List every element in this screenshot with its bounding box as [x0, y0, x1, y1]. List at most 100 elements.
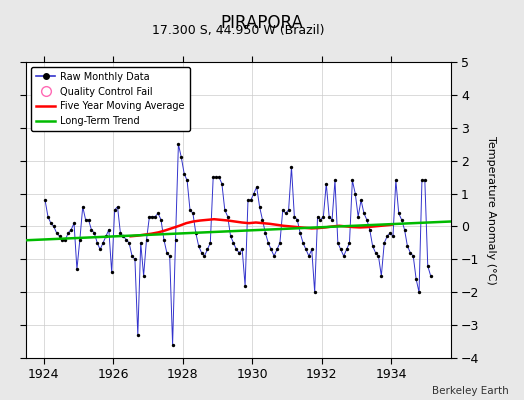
Point — [203, 246, 212, 253]
Point — [189, 210, 197, 216]
Point — [198, 250, 206, 256]
Point — [389, 233, 397, 240]
Point — [166, 253, 174, 259]
Point — [348, 177, 356, 184]
Point — [296, 230, 304, 236]
Legend: Raw Monthly Data, Quality Control Fail, Five Year Moving Average, Long-Term Tren: Raw Monthly Data, Quality Control Fail, … — [31, 67, 190, 131]
Point — [267, 246, 276, 253]
Point — [160, 236, 168, 243]
Point — [139, 272, 148, 279]
Point — [403, 243, 412, 249]
Point — [302, 246, 310, 253]
Point — [177, 154, 185, 160]
Point — [418, 177, 426, 184]
Point — [409, 253, 418, 259]
Point — [70, 220, 78, 226]
Point — [415, 289, 423, 296]
Point — [194, 243, 203, 249]
Point — [380, 240, 388, 246]
Point — [354, 213, 363, 220]
Point — [311, 289, 319, 296]
Point — [281, 210, 290, 216]
Point — [241, 282, 249, 289]
Point — [81, 217, 90, 223]
Point — [249, 190, 258, 197]
Point — [113, 204, 122, 210]
Point — [412, 276, 420, 282]
Point — [258, 217, 267, 223]
Point — [319, 213, 328, 220]
Point — [345, 240, 354, 246]
Point — [122, 236, 130, 243]
Point — [287, 164, 296, 170]
Point — [238, 246, 246, 253]
Point — [253, 184, 261, 190]
Point — [64, 230, 72, 236]
Point — [273, 246, 281, 253]
Point — [43, 213, 52, 220]
Point — [137, 240, 145, 246]
Point — [221, 207, 229, 213]
Point — [308, 246, 316, 253]
Point — [73, 266, 81, 272]
Point — [171, 236, 180, 243]
Point — [377, 272, 386, 279]
Point — [261, 230, 269, 236]
Point — [186, 207, 194, 213]
Text: Berkeley Earth: Berkeley Earth — [432, 386, 508, 396]
Point — [368, 243, 377, 249]
Point — [84, 217, 93, 223]
Point — [224, 213, 232, 220]
Point — [423, 263, 432, 269]
Point — [130, 256, 139, 262]
Point — [145, 213, 154, 220]
Point — [79, 204, 87, 210]
Point — [383, 233, 391, 240]
Point — [116, 230, 125, 236]
Point — [386, 230, 394, 236]
Point — [232, 246, 241, 253]
Point — [134, 332, 142, 338]
Point — [374, 253, 383, 259]
Point — [255, 204, 264, 210]
Point — [111, 207, 119, 213]
Point — [67, 226, 75, 233]
Point — [366, 226, 374, 233]
Point — [427, 272, 435, 279]
Point — [58, 236, 67, 243]
Point — [244, 197, 252, 203]
Point — [421, 177, 429, 184]
Point — [52, 230, 61, 236]
Point — [200, 253, 209, 259]
Point — [174, 141, 182, 148]
Point — [360, 210, 368, 216]
Point — [336, 246, 345, 253]
Point — [119, 233, 127, 240]
Point — [41, 197, 49, 203]
Point — [56, 233, 64, 240]
Point — [105, 226, 113, 233]
Point — [270, 253, 278, 259]
Point — [162, 250, 171, 256]
Point — [157, 217, 165, 223]
Point — [285, 207, 293, 213]
Point — [128, 253, 136, 259]
Point — [47, 220, 55, 226]
Point — [148, 213, 157, 220]
Point — [209, 174, 217, 180]
Point — [334, 240, 342, 246]
Point — [143, 236, 151, 243]
Point — [290, 213, 299, 220]
Point — [226, 233, 235, 240]
Point — [99, 240, 107, 246]
Point — [235, 250, 244, 256]
Point — [206, 240, 214, 246]
Point — [102, 233, 110, 240]
Point — [50, 223, 58, 230]
Point — [230, 240, 238, 246]
Point — [107, 269, 116, 276]
Point — [212, 174, 220, 180]
Point — [322, 180, 331, 187]
Point — [363, 217, 371, 223]
Point — [61, 236, 70, 243]
